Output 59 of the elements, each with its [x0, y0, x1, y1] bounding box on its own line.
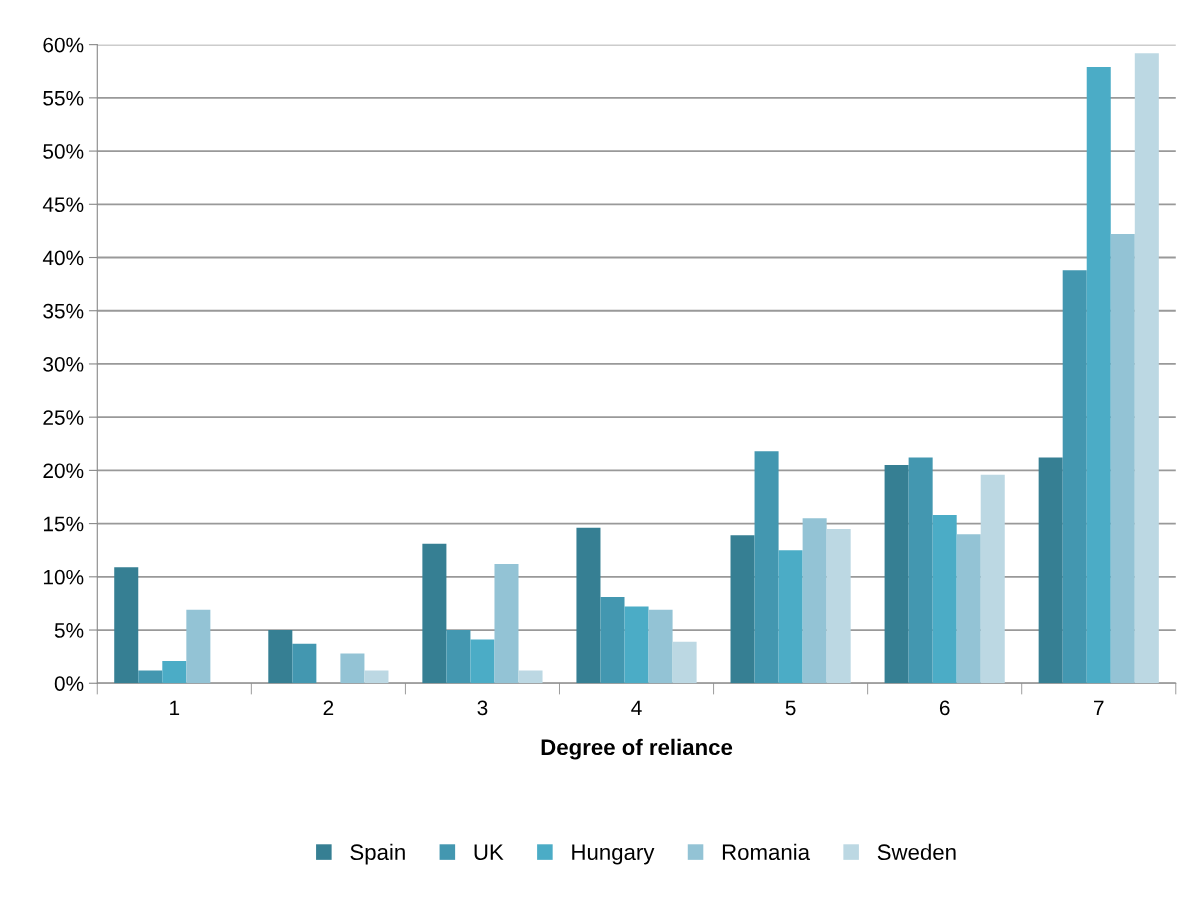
bar [162, 660, 187, 684]
y-tick-label: 60% [43, 37, 84, 53]
y-tick-label: 35% [43, 303, 84, 319]
bar [114, 567, 139, 684]
bar [576, 527, 601, 684]
x-tick-label: 4 [631, 700, 642, 716]
y-tick-label: 10% [43, 569, 84, 585]
legend-label: Spain [350, 843, 405, 865]
bar [1110, 234, 1135, 684]
y-tick-label: 30% [43, 356, 84, 372]
bar [802, 518, 827, 684]
bar [1086, 66, 1111, 684]
bar [494, 564, 519, 684]
y-tick-label: 40% [42, 250, 84, 266]
bar [446, 630, 471, 684]
x-tick-label: 3 [477, 700, 488, 716]
x-tick-label: 2 [323, 700, 334, 716]
x-tick-label: 1 [170, 700, 180, 716]
bar [600, 597, 625, 684]
bar [138, 670, 163, 684]
legend-label: UK [474, 844, 504, 861]
y-tick-label: 25% [43, 410, 84, 425]
bar [672, 641, 697, 684]
bar [1134, 53, 1159, 684]
y-tick-label: 45% [42, 197, 84, 213]
bar [908, 457, 933, 684]
bar [980, 474, 1005, 684]
bar [624, 606, 649, 684]
legend-label: Sweden [877, 843, 956, 861]
bar [186, 609, 211, 684]
bar [884, 465, 909, 684]
bar [292, 643, 317, 684]
bar [470, 639, 495, 684]
x-tick-label: 6 [939, 700, 950, 716]
y-tick-label: 20% [43, 463, 84, 479]
bar [826, 528, 851, 684]
bar [422, 543, 447, 684]
x-tick-label: 5 [785, 700, 796, 716]
x-tick-label: 7 [1094, 700, 1104, 716]
bar [956, 534, 981, 684]
y-tick-label: 15% [43, 516, 84, 532]
bar [364, 670, 389, 684]
y-tick-label: 0% [54, 676, 84, 691]
y-tick-label: 5% [54, 623, 84, 638]
y-tick-label: 55% [43, 90, 84, 106]
bar [730, 535, 755, 684]
bar [778, 550, 803, 684]
bar [648, 609, 673, 684]
bar [518, 670, 543, 684]
bar [932, 515, 957, 684]
bar [754, 451, 779, 684]
bar [1062, 270, 1087, 684]
bar [340, 653, 365, 684]
legend-label: Romania [722, 843, 811, 861]
legend-label: Hungary [572, 844, 655, 865]
x-axis-title: Degree of reliance [541, 738, 733, 760]
y-tick-label: 50% [43, 144, 84, 159]
bar [1038, 457, 1063, 684]
bar [268, 630, 293, 684]
